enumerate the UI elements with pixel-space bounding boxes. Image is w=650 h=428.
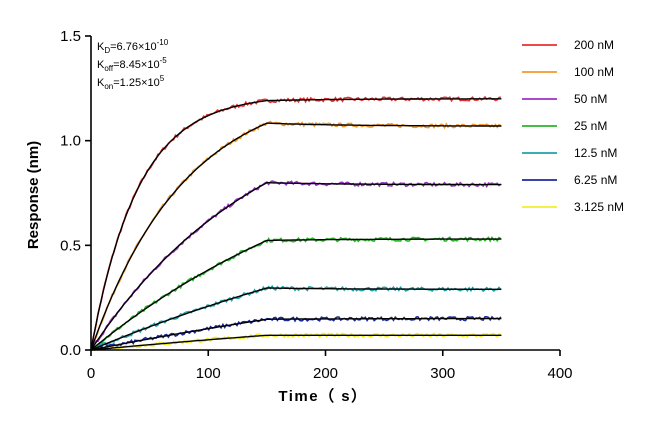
x-tick-label: 100 — [196, 365, 221, 382]
series-fit-1 — [90, 98, 502, 351]
series-trace-1 — [90, 95, 502, 351]
legend-label: 50 nM — [574, 92, 607, 106]
legend-label: 200 nM — [574, 38, 614, 52]
series-fit-5 — [90, 287, 502, 351]
series-layer — [90, 95, 502, 352]
y-tick-label: 1.5 — [60, 28, 81, 45]
series-trace-2 — [90, 120, 502, 351]
series-fit-4 — [90, 238, 502, 351]
koff-annotation: Koff=8.45×10-5 — [97, 56, 167, 73]
kinetic-constants: KD=6.76×10-10 Koff=8.45×10-5 Kon=1.25×10… — [97, 38, 169, 91]
series-trace-3 — [90, 180, 502, 351]
y-tick-label: 0.5 — [60, 237, 81, 254]
kd-annotation: KD=6.76×10-10 — [97, 38, 169, 55]
x-tick-label: 300 — [430, 365, 455, 382]
y-tick-label: 0.0 — [60, 342, 81, 359]
series-fit-2 — [90, 122, 502, 351]
series-trace-5 — [90, 284, 502, 351]
series-trace-7 — [90, 332, 502, 352]
y-axis-title: Response (nm) — [25, 141, 42, 249]
legend-label: 6.25 nM — [574, 173, 617, 187]
y-tick-label: 1.0 — [60, 133, 81, 150]
legend-label: 100 nM — [574, 65, 614, 79]
x-tick-label: 200 — [313, 365, 338, 382]
kon-annotation: Kon=1.25×105 — [97, 74, 165, 91]
legend-label: 25 nM — [574, 119, 607, 133]
axes — [90, 36, 560, 351]
x-tick-label: 0 — [87, 365, 95, 382]
legend: 200 nM 100 nM 50 nM 25 nM 12.5 nM 6.25 nM 3.12… — [522, 38, 624, 214]
legend-label: 12.5 nM — [574, 146, 617, 160]
series-fit-3 — [90, 182, 502, 351]
series-fit-7 — [90, 334, 502, 351]
legend-label: 3.125 nM — [574, 200, 624, 214]
series-fit-6 — [90, 317, 502, 351]
x-tick-label: 400 — [547, 365, 572, 382]
x-axis-title: Time（ s） — [278, 387, 367, 405]
ticks: 0 100 200 300 400 0.0 0.5 1.0 1.5 — [60, 28, 572, 382]
